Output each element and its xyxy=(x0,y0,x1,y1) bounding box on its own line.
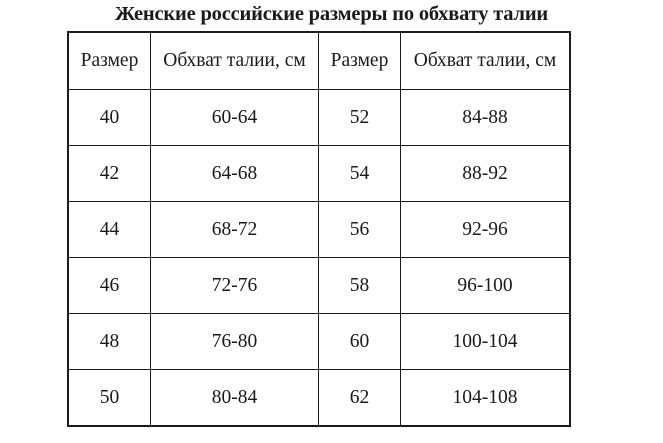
cell-waist: 96-100 xyxy=(400,257,571,314)
cell-waist: 80-84 xyxy=(150,369,319,427)
cell-waist: 76-80 xyxy=(150,313,319,370)
cell-size: 54 xyxy=(318,145,401,202)
cell-size: 60 xyxy=(318,313,401,370)
header-waist-1: Обхват талии, см xyxy=(150,31,319,90)
cell-size: 62 xyxy=(318,369,401,427)
cell-size: 46 xyxy=(67,257,151,314)
cell-size: 40 xyxy=(67,89,151,146)
cell-size: 48 xyxy=(67,313,151,370)
table-row: 48 76-80 60 100-104 xyxy=(67,313,571,370)
cell-size: 44 xyxy=(67,201,151,258)
table-row: 42 64-68 54 88-92 xyxy=(67,145,571,202)
header-waist-2: Обхват талии, см xyxy=(400,31,571,90)
cell-waist: 64-68 xyxy=(150,145,319,202)
cell-waist: 88-92 xyxy=(400,145,571,202)
cell-waist: 72-76 xyxy=(150,257,319,314)
cell-waist: 60-64 xyxy=(150,89,319,146)
size-table: Размер Обхват талии, см Размер Обхват та… xyxy=(67,31,571,427)
header-size-2: Размер xyxy=(318,31,401,90)
header-size-1: Размер xyxy=(67,31,151,90)
cell-waist: 104-108 xyxy=(400,369,571,427)
table-row: 44 68-72 56 92-96 xyxy=(67,201,571,258)
header-row: Размер Обхват талии, см Размер Обхват та… xyxy=(67,31,571,90)
cell-waist: 100-104 xyxy=(400,313,571,370)
cell-size: 50 xyxy=(67,369,151,427)
cell-size: 58 xyxy=(318,257,401,314)
table-row: 40 60-64 52 84-88 xyxy=(67,89,571,146)
cell-waist: 68-72 xyxy=(150,201,319,258)
table-row: 46 72-76 58 96-100 xyxy=(67,257,571,314)
cell-waist: 92-96 xyxy=(400,201,571,258)
cell-waist: 84-88 xyxy=(400,89,571,146)
page-title: Женские российские размеры по обхвату та… xyxy=(114,3,549,25)
table-row: 50 80-84 62 104-108 xyxy=(67,369,571,427)
cell-size: 56 xyxy=(318,201,401,258)
cell-size: 52 xyxy=(318,89,401,146)
cell-size: 42 xyxy=(67,145,151,202)
